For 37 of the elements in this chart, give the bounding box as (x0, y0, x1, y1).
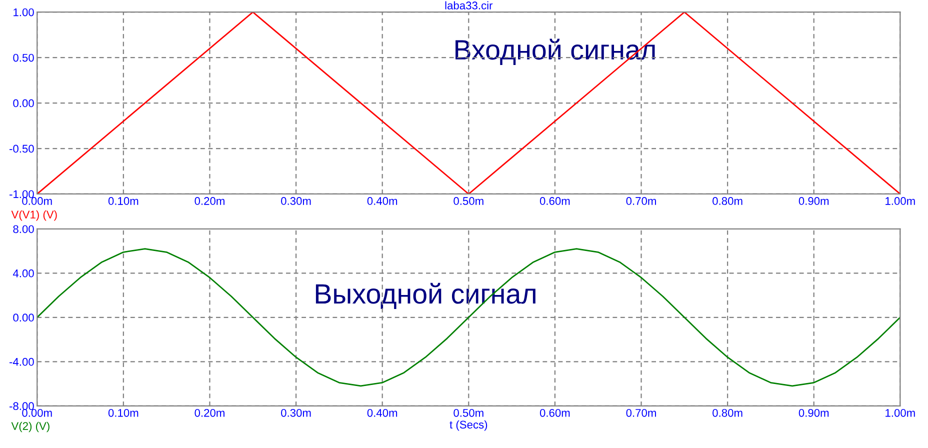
y-tick-label: 1.00 (14, 8, 34, 16)
x-tick-label: 0.20m (194, 408, 224, 417)
x-tick-label: 0.80m (712, 197, 742, 205)
x-tick-label: 0.80m (712, 408, 742, 417)
y-tick-label: 0.50 (13, 54, 34, 62)
line-series (37, 248, 900, 387)
y-tick-label: -1.00 (10, 190, 34, 198)
text: V(2) (V) (11, 422, 50, 432)
x-tick-label: 0.10m (108, 408, 138, 417)
x-tick-label: 0.60m (540, 408, 570, 417)
x-tick-label: 0.70m (626, 408, 656, 417)
x-tick-label: 0.00m (22, 408, 52, 417)
x-tick-label: 0.40m (367, 197, 398, 205)
x-tick-label: 0.30m (281, 408, 311, 417)
x-tick-label: 1.00m (886, 197, 915, 205)
y-tick-label: 0.00 (13, 99, 34, 108)
x-tick-label: 0.60m (540, 197, 570, 205)
y-tick-label: 0.00 (13, 314, 34, 322)
x-axis-title: t (Secs) (450, 420, 488, 431)
x-tick-label: 1.00m (886, 408, 915, 417)
x-tick-label: 0.50m (454, 408, 484, 417)
x-tick-label: 0.70m (626, 197, 656, 205)
x-tick-label: 0.00m (22, 197, 52, 205)
x-tick-label: 0.10m (108, 197, 138, 205)
x-tick-label: 0.40m (367, 408, 398, 417)
x-tick-label: 0.30m (281, 197, 311, 205)
x-tick-label: 0.20m (194, 197, 224, 205)
x-tick-label: 0.90m (798, 408, 829, 417)
y-tick-label: 4.00 (12, 269, 34, 278)
series-label: V(V1) (V) (11, 210, 57, 221)
y-tick-label: 8.00 (13, 225, 34, 234)
chart-title: laba33.cir (445, 1, 493, 10)
x-tick-label: 0.90m (798, 197, 829, 205)
y-tick-label: -4.00 (10, 358, 34, 366)
y-tick-label: -8.00 (10, 402, 34, 410)
x-tick-label: 0.50m (454, 197, 484, 205)
y-tick-label: -0.50 (10, 144, 34, 153)
